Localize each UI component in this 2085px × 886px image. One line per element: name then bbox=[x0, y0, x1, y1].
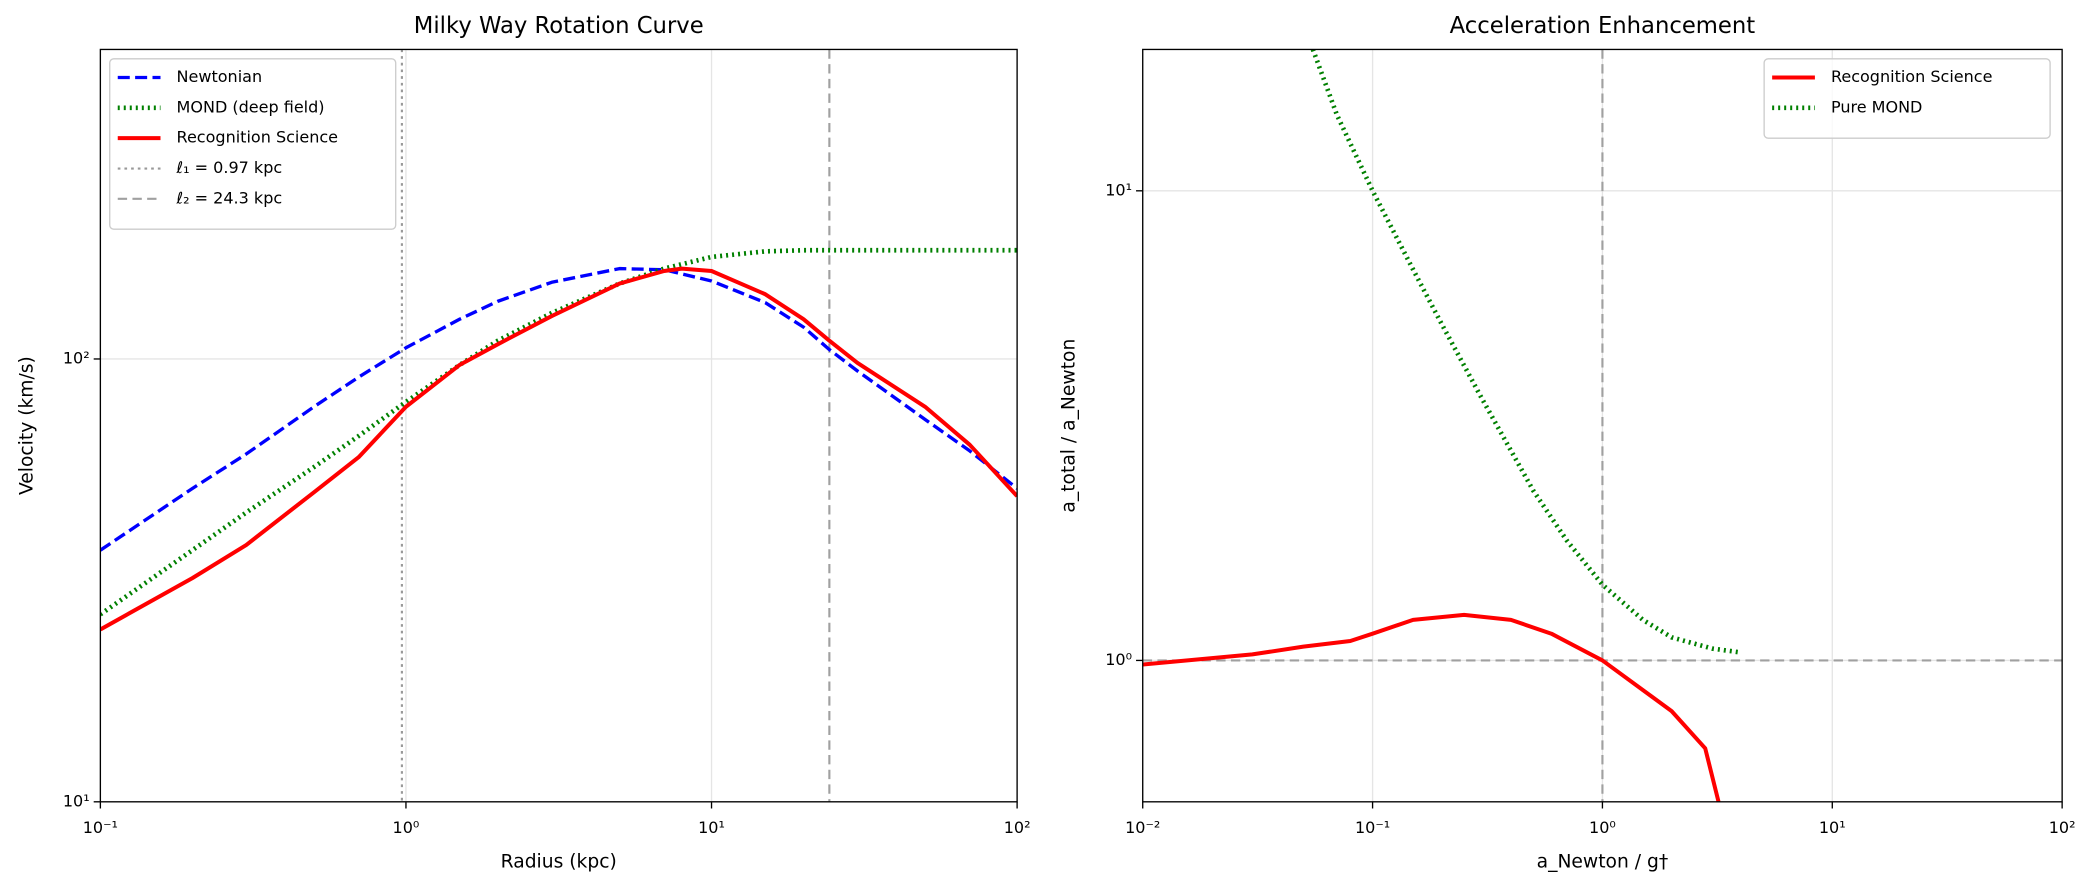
y-tick-label: 10² bbox=[63, 348, 90, 367]
legend-label: ℓ₁ = 0.97 kpc bbox=[176, 158, 283, 177]
y-tick-label: 10⁰ bbox=[1105, 650, 1132, 669]
series-line bbox=[100, 266, 1018, 632]
plot-area bbox=[1142, 49, 2063, 802]
x-tick-label: 10⁻¹ bbox=[1355, 818, 1390, 837]
series-line bbox=[100, 266, 1018, 552]
y-tick-label: 10¹ bbox=[1105, 180, 1132, 199]
legend-label: MOND (deep field) bbox=[177, 97, 325, 116]
series-line bbox=[1142, 612, 1721, 802]
x-axis-label: Radius (kpc) bbox=[501, 851, 617, 872]
axes: 10⁻² 10⁻¹ 10⁰ 10¹ 10² 10⁰ 10¹ Acceleration Enha… bbox=[1059, 13, 2076, 872]
legend-label: Recognition Science bbox=[1831, 67, 1993, 86]
x-tick-label: 10⁻¹ bbox=[83, 818, 118, 837]
legend-label: Pure MOND bbox=[1831, 97, 1922, 116]
series-line bbox=[1310, 49, 1742, 655]
legend-box bbox=[109, 58, 397, 230]
x-tick-label: 10¹ bbox=[1819, 818, 1846, 837]
axes: 10⁻¹ 10⁰ 10¹ 10² 10¹ 10² Milky Way Rotation Cu… bbox=[16, 13, 1030, 872]
legend-label: Newtonian bbox=[177, 67, 263, 86]
y-tick-label: 10¹ bbox=[63, 791, 90, 810]
y-axis-label: Velocity (km/s) bbox=[16, 356, 37, 495]
axes-frame bbox=[99, 48, 1018, 803]
legend-label: Recognition Science bbox=[177, 128, 339, 147]
legend-box bbox=[1763, 58, 2051, 139]
axes-frame bbox=[1142, 48, 2063, 803]
y-axis-label: a_total / a_Newton bbox=[1059, 339, 1080, 513]
chart-title: Acceleration Enhancement bbox=[1450, 13, 1756, 39]
x-axis-label: a_Newton / g† bbox=[1537, 851, 1669, 872]
legend: Recognition Science Pure MOND bbox=[1763, 58, 2051, 139]
x-tick-label: 10⁰ bbox=[1589, 818, 1616, 837]
plot-area bbox=[100, 49, 1018, 802]
chart-title: Milky Way Rotation Curve bbox=[414, 13, 704, 39]
legend: Newtonian MOND (deep field) Recognition Sc… bbox=[109, 58, 397, 230]
x-tick-label: 10² bbox=[2049, 818, 2076, 837]
x-tick-label: 10⁰ bbox=[393, 818, 420, 837]
x-tick-label: 10¹ bbox=[698, 818, 725, 837]
legend-label: ℓ₂ = 24.3 kpc bbox=[176, 188, 283, 207]
x-tick-label: 10² bbox=[1004, 818, 1031, 837]
x-tick-label: 10⁻² bbox=[1125, 818, 1160, 837]
series-line bbox=[100, 247, 1018, 617]
